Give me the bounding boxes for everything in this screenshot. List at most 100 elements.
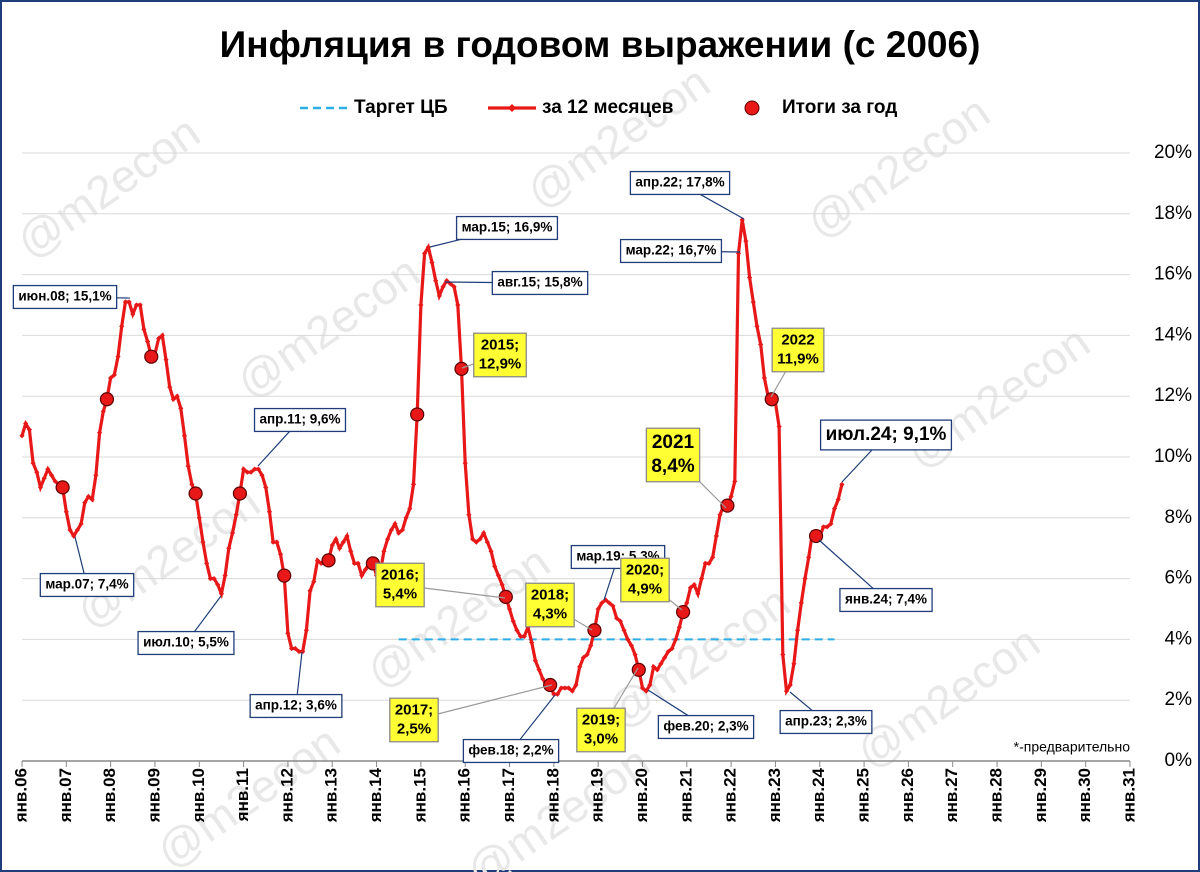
annotation-text: фев.18; 2,2% xyxy=(468,743,553,758)
point-marker xyxy=(802,576,808,582)
x-tick-label: янв.09 xyxy=(144,768,163,823)
annotation-box xyxy=(629,170,731,196)
annotation-text: июл.10; 5,5% xyxy=(143,635,229,650)
point-marker xyxy=(115,354,121,360)
point-marker xyxy=(673,636,679,642)
point-marker xyxy=(584,652,590,658)
point-marker xyxy=(625,636,631,642)
annotation-text: мар.15; 16,9% xyxy=(462,220,553,235)
point-marker xyxy=(521,633,527,639)
point-marker xyxy=(647,682,653,688)
point-marker xyxy=(506,606,513,612)
y-tick-label: 8% xyxy=(1165,507,1193,528)
point-marker xyxy=(255,466,261,472)
annotation-leader xyxy=(647,689,689,717)
annotation-text: 5,4% xyxy=(383,585,417,602)
point-marker xyxy=(229,530,236,536)
x-tick-label: янв.29 xyxy=(1031,768,1050,823)
annotation: авг.15; 15,8% xyxy=(444,270,589,296)
point-marker xyxy=(518,633,524,639)
point-marker xyxy=(665,648,671,655)
point-marker xyxy=(100,408,106,414)
point-marker xyxy=(348,548,354,554)
annual-dot xyxy=(144,349,159,364)
point-marker xyxy=(108,375,114,381)
point-marker xyxy=(687,585,694,591)
x-tick-label: янв.20 xyxy=(632,768,651,823)
point-marker xyxy=(270,539,276,545)
y-tick-label: 0% xyxy=(1165,750,1193,771)
point-marker xyxy=(196,515,202,521)
note: *-предварительно xyxy=(1014,739,1131,755)
annotation-box xyxy=(249,693,343,719)
point-marker xyxy=(159,332,165,338)
annotation-box xyxy=(839,587,933,613)
point-marker xyxy=(292,645,298,652)
point-marker xyxy=(289,645,295,652)
point-marker xyxy=(71,533,77,539)
annual-dot xyxy=(232,486,248,501)
legend-label: за 12 месяцев xyxy=(542,97,673,118)
point-marker xyxy=(831,506,838,512)
point-marker xyxy=(529,639,535,646)
point-marker xyxy=(595,606,601,612)
point-marker xyxy=(698,576,705,582)
annotation-leader xyxy=(668,599,683,611)
point-marker xyxy=(141,326,147,332)
annotation-box xyxy=(253,407,347,433)
y-tick-label: 2% xyxy=(1165,689,1193,710)
point-marker xyxy=(96,430,103,436)
point-marker xyxy=(137,302,143,308)
annotation-leader xyxy=(429,238,461,248)
x-tick-label: янв.07 xyxy=(56,768,75,823)
annotation: июн.08; 15,1% xyxy=(12,284,131,310)
x-tick-label: янв.12 xyxy=(277,768,296,823)
point-marker xyxy=(436,293,442,299)
annotation-leader xyxy=(613,667,639,709)
point-marker xyxy=(311,579,317,585)
point-marker xyxy=(606,600,612,606)
point-marker xyxy=(74,527,80,533)
point-marker xyxy=(26,427,32,433)
annotation-box xyxy=(462,738,560,764)
point-marker xyxy=(713,533,719,539)
point-marker xyxy=(392,521,398,527)
annotation-text: апр.23; 2,3% xyxy=(785,714,867,729)
annotation-text: 4,9% xyxy=(628,580,662,597)
point-marker xyxy=(828,521,834,527)
x-tick-label: янв.10 xyxy=(189,768,208,823)
point-marker xyxy=(540,676,546,682)
point-marker xyxy=(381,548,387,554)
annual-dot xyxy=(498,589,513,604)
annotation: 2021 8,4% xyxy=(645,427,727,509)
point-marker xyxy=(37,484,44,490)
point-marker xyxy=(126,299,132,305)
annotation: апр.23; 2,3% xyxy=(779,691,873,735)
point-marker xyxy=(285,630,291,636)
x-tick-label: янв.19 xyxy=(588,768,607,823)
x-tick-label: янв.17 xyxy=(499,768,518,823)
x-tick-label: янв.13 xyxy=(322,768,341,823)
annotation-text: 2021 xyxy=(652,432,695,453)
point-marker xyxy=(163,357,169,363)
annotation-text: 2020; xyxy=(626,562,664,579)
point-marker xyxy=(562,685,568,691)
x-tick-label: янв.24 xyxy=(809,767,828,823)
point-marker xyxy=(732,478,738,484)
point-marker xyxy=(466,512,472,518)
annual-dot xyxy=(454,361,469,376)
annotation: мар.22; 16,7% xyxy=(619,238,741,264)
point-marker xyxy=(580,655,586,661)
annotation: 2016;5,4% xyxy=(375,562,506,608)
annotation-leader xyxy=(461,363,474,369)
legend-label: Итоги за год xyxy=(782,97,897,118)
legend-swatch xyxy=(508,104,516,112)
point-marker xyxy=(462,460,468,466)
point-marker xyxy=(300,648,306,655)
x-tick-label: янв.14 xyxy=(366,767,385,823)
annotation-box xyxy=(771,327,825,373)
point-marker xyxy=(296,648,302,655)
point-marker xyxy=(758,341,764,348)
annotation-text: янв.24; 7,4% xyxy=(845,592,927,607)
annotation-box xyxy=(779,709,873,735)
